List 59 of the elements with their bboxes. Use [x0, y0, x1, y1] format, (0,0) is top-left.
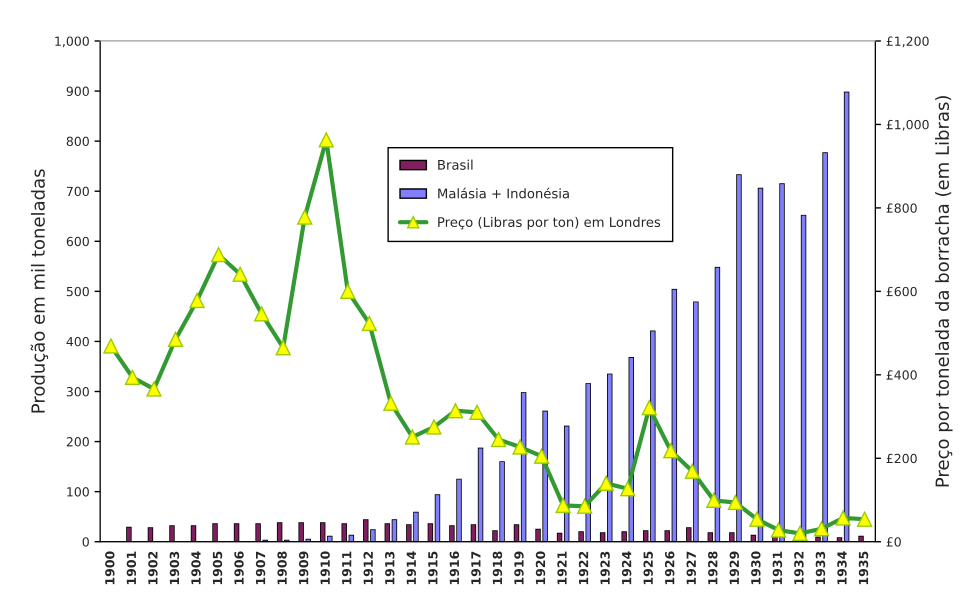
- x-tick-label: 1905: [212, 552, 222, 584]
- x-tick-label: 1929: [730, 552, 740, 584]
- x-tick-label: 1902: [148, 552, 158, 584]
- x-tick-label: 1932: [794, 552, 804, 584]
- x-tick-label: 1917: [471, 552, 481, 584]
- y2-tick-label: £400: [886, 370, 917, 380]
- y2-tick-label: £200: [886, 454, 917, 464]
- x-tick-label: 1915: [428, 552, 438, 584]
- x-tick-label: 1934: [837, 551, 847, 584]
- x-tick-label: 1909: [298, 552, 308, 584]
- x-tick-label: 1933: [816, 552, 826, 584]
- y2-tick-label: £800: [886, 203, 917, 213]
- x-tick-label: 1921: [557, 552, 567, 584]
- x-tick-label: 1926: [664, 551, 674, 584]
- x-tick-label: 1916: [450, 551, 460, 584]
- y2-tick-label: £0: [886, 537, 901, 547]
- y-tick-label: 800: [66, 136, 89, 146]
- x-tick-label: 1927: [686, 552, 696, 584]
- x-tick-label: 1924: [622, 551, 632, 584]
- y-tick-label: 500: [66, 286, 89, 296]
- y-tick-label: 900: [66, 86, 89, 96]
- x-tick-label: 1903: [170, 552, 180, 584]
- x-tick-label: 1935: [858, 552, 868, 584]
- y-tick-label: 600: [66, 236, 89, 246]
- x-tick-label: 1912: [363, 552, 373, 584]
- x-tick-label: 1928: [708, 552, 718, 584]
- y-tick-label: 0: [82, 537, 89, 547]
- y2-tick-label: £1,000: [886, 120, 929, 131]
- x-tick-label: 1925: [643, 552, 653, 584]
- legend-label: Brasil: [438, 160, 472, 170]
- legend-label: Malásia + Indonésia: [438, 188, 569, 198]
- y-tick-label: 100: [67, 487, 89, 497]
- y-axis-title: Produção em mil toneladas: [30, 169, 48, 412]
- y2-tick-label: £600: [886, 286, 917, 296]
- x-tick-label: 1904: [191, 551, 201, 584]
- y-tick-label: 300: [66, 386, 89, 396]
- x-tick-label: 1913: [385, 552, 394, 584]
- x-tick-label: 1914: [406, 551, 416, 584]
- x-tick-label: 1910: [320, 551, 330, 584]
- x-tick-label: 1918: [492, 552, 502, 584]
- x-tick-label: 1907: [256, 552, 266, 584]
- x-tick-label: 1923: [600, 552, 610, 584]
- x-tick-label: 1901: [126, 552, 136, 584]
- x-tick-label: 1906: [234, 551, 244, 584]
- y2-axis-title: Preço por tonelada da borracha (em Libras): [935, 96, 953, 486]
- x-tick-label: 1922: [578, 552, 588, 584]
- x-tick-label: 1900: [105, 551, 115, 584]
- y-tick-label: 400: [66, 336, 89, 346]
- y2-tick-label: £1,200: [886, 36, 929, 48]
- x-tick-label: 1911: [342, 552, 352, 584]
- x-tick-label: 1908: [277, 552, 287, 584]
- legend-label: Preço (Libras por ton) em Londres: [438, 216, 660, 230]
- y-tick-label: 700: [66, 186, 89, 196]
- y-tick-label: 200: [66, 437, 89, 447]
- x-tick-label: 1920: [536, 551, 546, 584]
- x-tick-label: 1930: [751, 551, 761, 584]
- x-tick-label: 1919: [514, 552, 524, 584]
- y-tick-label: 1,000: [55, 36, 89, 48]
- x-tick-label: 1931: [772, 552, 782, 584]
